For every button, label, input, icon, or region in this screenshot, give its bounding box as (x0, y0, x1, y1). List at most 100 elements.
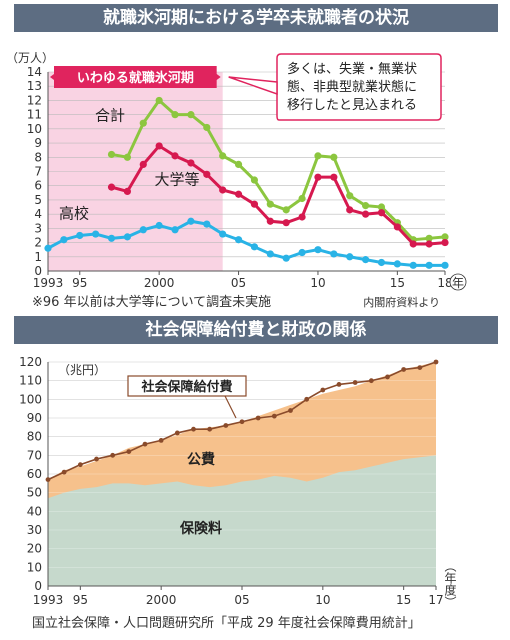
data-point (409, 240, 417, 248)
data-point (187, 111, 195, 119)
y-tick-label: 50 (27, 486, 42, 500)
data-point (203, 220, 211, 228)
data-point (234, 160, 243, 168)
y-unit-label: （兆円） (58, 363, 106, 377)
data-point (320, 387, 326, 393)
shaded-period-label: いわゆる就職氷河期 (77, 70, 194, 86)
series-label-leader (224, 395, 237, 419)
x-tick-label: 17 (428, 593, 443, 607)
data-point (336, 382, 342, 387)
y-tick-label: 6 (34, 179, 42, 193)
data-point (282, 219, 290, 227)
series-label-box (127, 375, 247, 397)
y-tick-label: 110 (19, 374, 42, 388)
data-point (330, 153, 338, 161)
data-point (441, 233, 449, 241)
data-point (219, 230, 227, 238)
data-point (234, 236, 243, 244)
data-point (187, 217, 195, 225)
series-label: 大学等 (154, 170, 199, 188)
data-point (107, 234, 116, 242)
data-point (250, 176, 259, 184)
data-point (77, 462, 83, 468)
data-point (441, 238, 449, 247)
x-unit-badge (449, 273, 467, 291)
data-point (282, 206, 290, 214)
data-point (377, 258, 386, 267)
y-tick-label: 40 (27, 504, 42, 518)
data-point (123, 153, 131, 161)
data-point (219, 152, 227, 160)
x-tick-label: 2000 (146, 593, 177, 607)
series-label: 高校 (59, 204, 89, 222)
x-tick-label: 05 (231, 276, 246, 290)
data-point (346, 192, 354, 200)
data-point (250, 200, 259, 208)
data-point (239, 419, 245, 425)
x-tick-label: 15 (390, 276, 405, 290)
data-point (110, 452, 116, 458)
data-point (346, 253, 354, 261)
series-label: 社会保障給付費 (140, 379, 232, 395)
x-tick-label: 95 (72, 276, 87, 290)
callout-line: 移行したと見込まれる (287, 98, 417, 113)
data-point (266, 217, 274, 225)
y-tick-label: 8 (34, 150, 42, 164)
x-tick-label: 2000 (144, 276, 175, 290)
data-point (314, 246, 322, 254)
data-point (203, 123, 211, 132)
callout-line: 態、非典型就業状態に (287, 79, 417, 95)
data-point (298, 248, 306, 257)
data-point (123, 187, 131, 195)
y-tick-label: 70 (27, 448, 42, 462)
data-point (139, 160, 147, 168)
data-point (155, 221, 163, 230)
social-security-chart: 0 10 20 30 40 50 60 70 80 90 100 110 120 （兆円） 1993 95 20… (19, 355, 457, 631)
data-point (76, 231, 84, 240)
data-point (107, 183, 116, 191)
data-point (61, 469, 67, 475)
y-tick-label: 20 (27, 542, 42, 556)
chart-title-social-security: 社会保障給付費と財政の関係 (14, 316, 498, 344)
data-point (330, 250, 338, 258)
y-tick-label: 1 (34, 250, 42, 264)
data-point (44, 244, 52, 252)
data-point (298, 194, 306, 203)
data-point (425, 261, 433, 269)
data-point (139, 119, 147, 127)
source-note: 国立社会保障・人口問題研究所「平成 29 年度社会保障費用統計」 (32, 615, 421, 631)
data-point (346, 206, 354, 214)
y-tick-label: 2 (34, 236, 42, 250)
y-tick-label: 0 (34, 579, 42, 593)
data-point (234, 190, 243, 198)
source-note: 内閣府資料より (363, 295, 440, 309)
x-tick-label: 05 (234, 593, 249, 607)
data-point (171, 152, 179, 160)
area-label: 保険料 (179, 520, 222, 537)
data-point (92, 230, 100, 238)
data-point (126, 449, 132, 454)
callout-pointer-mask (278, 81, 281, 95)
data-point (155, 142, 163, 150)
data-point (330, 173, 338, 181)
y-tick-label: 100 (19, 392, 42, 406)
data-point (142, 441, 148, 447)
callout-text: 多くは、失業・無業状態、非典型就業状態に移行したと見込まれる (287, 61, 417, 113)
series-line (111, 98, 446, 242)
x-tick-label: 18 (437, 276, 452, 290)
data-point (425, 234, 433, 242)
data-point (393, 223, 401, 231)
x-tick-label: 1993 (33, 276, 64, 290)
data-point (409, 261, 417, 269)
x-tick-label: 95 (73, 593, 88, 607)
data-point (385, 374, 390, 380)
y-tick-label: 10 (27, 122, 42, 136)
data-point (171, 111, 179, 119)
y-tick-label: 60 (27, 467, 42, 481)
y-tick-label: 3 (34, 221, 42, 235)
y-tick-label: 11 (27, 108, 42, 122)
data-point (401, 367, 407, 372)
data-point (352, 380, 358, 385)
